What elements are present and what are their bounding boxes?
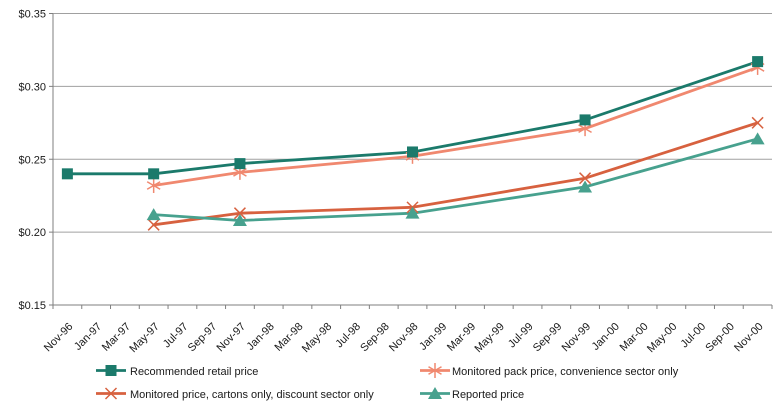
- series-marker-2: [751, 116, 764, 129]
- series-marker-3: [578, 180, 593, 193]
- series-marker-3: [750, 132, 765, 145]
- series-marker-0: [61, 168, 73, 180]
- series-marker-3: [232, 213, 247, 226]
- series-marker-3: [405, 206, 420, 219]
- x-axis-label: Sep-00: [703, 321, 737, 355]
- series-marker-0: [148, 168, 160, 180]
- series-line-0: [66, 60, 759, 176]
- series-marker-2: [233, 207, 246, 220]
- legend-label: Recommended retail price: [130, 366, 258, 378]
- series-marker-2: [579, 172, 592, 185]
- x-axis-label: Jan-99: [417, 321, 449, 353]
- x-axis-label: Jan-97: [72, 321, 104, 353]
- series-marker-3: [146, 208, 161, 221]
- legend-label: Monitored pack price, convenience sector…: [452, 366, 679, 378]
- x-axis-label: Mar-98: [272, 321, 305, 354]
- x-axis-label: Mar-97: [100, 321, 133, 354]
- series-marker-0: [752, 56, 764, 68]
- x-axis-label: May-97: [127, 321, 161, 355]
- x-axis-label: Sep-98: [358, 321, 392, 355]
- y-axis-label: $0.15: [18, 300, 46, 312]
- series-marker-0: [579, 114, 591, 126]
- series-marker-1: [146, 181, 161, 190]
- x-axis-label: Nov-99: [560, 321, 594, 355]
- x-axis-label: Sep-99: [531, 321, 565, 355]
- legend-label: Reported price: [452, 389, 524, 401]
- x-axis-label: May-00: [645, 321, 679, 355]
- y-axis-label: $0.20: [18, 227, 46, 239]
- x-axis-label: May-98: [300, 321, 334, 355]
- y-axis-label: $0.35: [18, 9, 46, 21]
- x-axis-label: Nov-97: [214, 321, 248, 355]
- series-marker-0: [234, 158, 246, 170]
- legend-label: Monitored price, cartons only, discount …: [130, 389, 374, 401]
- y-axis-label: $0.30: [18, 81, 46, 93]
- series-marker-1: [578, 124, 592, 134]
- x-axis-label: Nov-98: [387, 321, 421, 355]
- legend-marker-square: [105, 365, 117, 376]
- x-axis-label: Mar-99: [445, 321, 478, 354]
- legend-marker-triangle-up: [428, 387, 442, 399]
- y-axis-label: $0.25: [18, 154, 46, 166]
- x-axis-label: Sep-97: [186, 321, 220, 355]
- x-axis-label: Mar-00: [618, 321, 651, 354]
- x-axis-label: Nov-00: [732, 321, 766, 355]
- x-axis-label: Nov-96: [42, 321, 76, 355]
- x-axis-label: May-99: [472, 321, 506, 355]
- x-axis-label: Jan-98: [245, 321, 277, 353]
- series-marker-2: [147, 218, 160, 231]
- series-marker-0: [407, 146, 418, 158]
- series-marker-1: [233, 167, 247, 177]
- x-axis-label: Jan-00: [590, 321, 622, 353]
- legend-marker-asterisk: [428, 366, 442, 375]
- legend-marker-x: [104, 387, 118, 400]
